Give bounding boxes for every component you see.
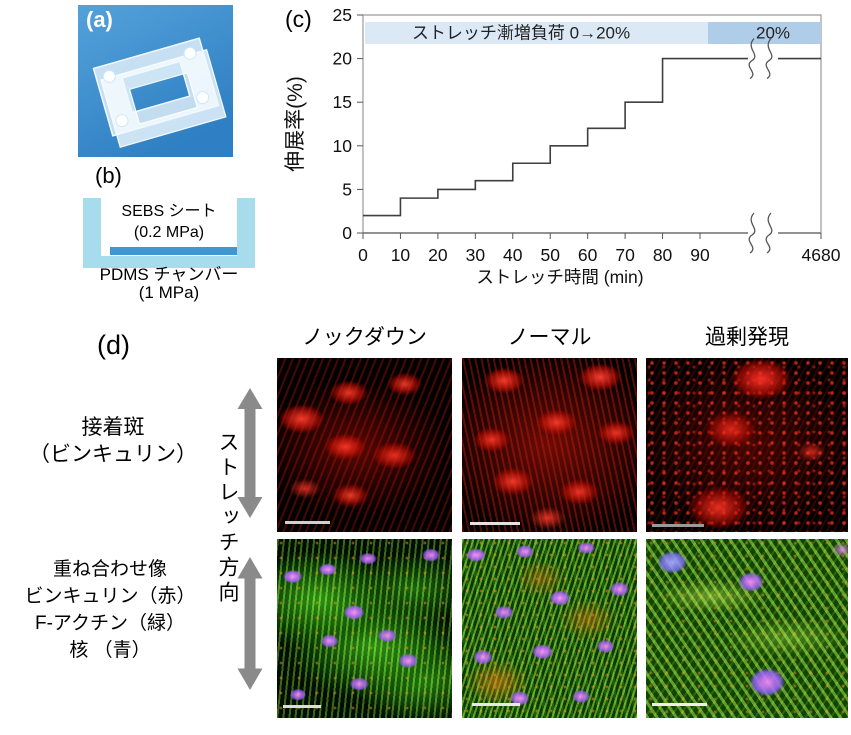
- focal-adhesion-label: 接着斑: [81, 416, 145, 439]
- device-corner-hole: [102, 69, 116, 83]
- device-corner-hole: [183, 46, 197, 60]
- x-tick-label: 0: [358, 245, 368, 265]
- sebs-sheet-label: SEBS シート: [121, 203, 217, 220]
- y-tick-label: 10: [333, 136, 353, 156]
- x-tick-label: 10: [391, 245, 411, 265]
- scale-bar: [472, 703, 520, 706]
- scale-bar: [283, 705, 321, 708]
- factin-green-label: F-アクチン（緑）: [35, 613, 185, 634]
- column-header-knockdown: ノックダウン: [302, 326, 427, 349]
- scale-bar: [470, 522, 520, 525]
- y-tick-label: 5: [342, 179, 352, 199]
- device-photo: (a): [78, 5, 233, 157]
- micrograph-merged-overexpression: [646, 539, 848, 718]
- x-tick-label: 90: [690, 245, 710, 265]
- micrograph-merged-knockdown: [277, 539, 452, 718]
- pdms-chamber-schematic: SEBS シート (0.2 MPa): [83, 198, 255, 268]
- double-arrow-icon: [237, 557, 263, 690]
- stretch-direction-arrow-top: [237, 388, 263, 518]
- chart-plot-box: [362, 14, 822, 233]
- vinculin-red-label: ビンキュリン（赤）: [24, 586, 196, 607]
- axis-break-mark: [765, 38, 773, 80]
- axis-break-mark: [748, 212, 756, 254]
- merged-image-label: 重ね合わせ像: [52, 559, 167, 580]
- pdms-chamber-pressure: (1 MPa): [138, 283, 200, 302]
- scale-bar: [652, 703, 707, 706]
- x-axis-title: ストレッチ時間 (min): [476, 267, 643, 287]
- panel-a-label: (a): [86, 7, 113, 32]
- micrograph-merged-normal: [462, 539, 637, 718]
- hold-phase-label: 20%: [756, 24, 790, 43]
- device-photo-graphic: [78, 5, 233, 157]
- stretch-direction-arrow-bottom: [237, 557, 263, 690]
- x-tick-label: 4680: [802, 245, 841, 265]
- ramp-phase-band: [365, 22, 708, 44]
- y-tick-label: 15: [333, 92, 352, 112]
- device-top-face: [92, 37, 220, 137]
- y-tick-label: 0: [342, 223, 352, 243]
- axis-break-mark: [748, 38, 756, 80]
- column-header-normal: ノーマル: [507, 326, 592, 349]
- pdms-chamber-caption: PDMS チャンバー (1 MPa): [68, 266, 270, 302]
- acrylic-chamber-device: [92, 37, 227, 148]
- sebs-sheet-pressure: (0.2 MPa): [133, 224, 205, 241]
- panel-b-label: (b): [95, 163, 122, 188]
- scale-bar: [652, 524, 704, 527]
- x-tick-label: 50: [540, 245, 560, 265]
- row-label-focal-adhesion: 接着斑 （ビンキュリン）: [10, 414, 216, 468]
- x-tick-label: 30: [466, 245, 486, 265]
- y-tick-label: 25: [333, 5, 352, 25]
- x-tick-label: 70: [615, 245, 635, 265]
- pdms-chamber-label: PDMS チャンバー: [99, 265, 239, 284]
- x-tick-label: 80: [653, 245, 673, 265]
- micrograph-vinculin-overexpression: [646, 358, 848, 532]
- y-tick-label: 20: [333, 49, 353, 69]
- stretch-direction-label: ストレッチ方向: [216, 431, 239, 606]
- scale-bar: [285, 521, 330, 524]
- axis-break-mark: [765, 212, 773, 254]
- column-header-overexpression: 過剰発現: [705, 326, 789, 349]
- x-tick-label: 60: [578, 245, 598, 265]
- chamber-well: SEBS シート (0.2 MPa): [101, 198, 237, 256]
- row-label-merged: 重ね合わせ像 ビンキュリン（赤） F-アクチン（緑） 核 （青）: [0, 556, 220, 664]
- double-arrow-icon: [237, 388, 263, 518]
- stretch-protocol-chart: ストレッチ漸増負荷 0→20% 20% (c) ストレッチ時間 (min) 伸展…: [284, 5, 841, 287]
- vinculin-label: （ビンキュリン）: [29, 443, 197, 466]
- micrograph-vinculin-knockdown: [277, 358, 452, 532]
- device-corner-hole: [196, 91, 210, 105]
- micrograph-vinculin-normal: [462, 358, 637, 532]
- panel-c-label: (c): [285, 6, 312, 32]
- x-tick-label: 40: [503, 245, 523, 265]
- x-tick-label: 20: [428, 245, 448, 265]
- device-corner-hole: [115, 114, 129, 128]
- panel-d-label: (d): [97, 330, 130, 360]
- strain-step-line: [363, 57, 821, 217]
- y-axis-title: 伸展率(%): [284, 76, 307, 172]
- hold-phase-band: [708, 22, 821, 44]
- nucleus-blue-label: 核 （青）: [69, 640, 151, 661]
- ramp-phase-label: ストレッチ漸増負荷 0→20%: [412, 24, 630, 43]
- sebs-sheet-caption: SEBS シート (0.2 MPa): [101, 201, 237, 243]
- sebs-sheet-bar: [110, 247, 237, 255]
